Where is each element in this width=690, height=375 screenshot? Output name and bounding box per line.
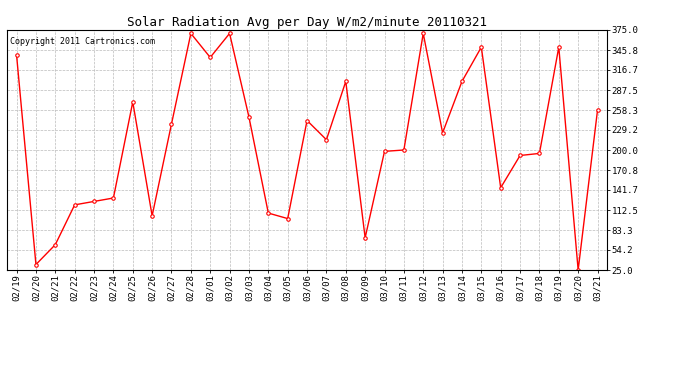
Title: Solar Radiation Avg per Day W/m2/minute 20110321: Solar Radiation Avg per Day W/m2/minute … bbox=[127, 16, 487, 29]
Text: Copyright 2011 Cartronics.com: Copyright 2011 Cartronics.com bbox=[10, 37, 155, 46]
